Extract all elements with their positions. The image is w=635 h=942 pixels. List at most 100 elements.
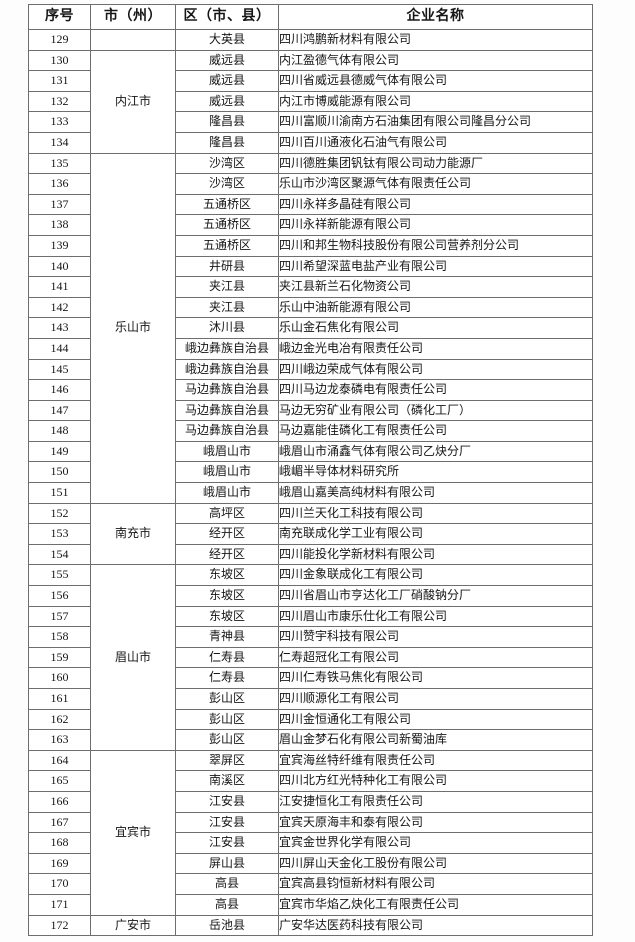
cell-district: 威远县: [175, 49, 279, 72]
table-row: 159 仁寿县 仁寿超冠化工有限公司: [28, 646, 593, 669]
cell-enterprise-name: 江安捷恒化工有限责任公司: [278, 790, 593, 813]
cell-district: 沐川县: [175, 317, 279, 339]
cell-district: 五通桥区: [175, 193, 279, 216]
table-row: 146 马边彝族自治县 四川马边龙泰磷电有限责任公司: [28, 379, 593, 401]
cell-enterprise-name: 内江盈德气体有限公司: [278, 49, 593, 72]
cell-district: 峨眉山市: [175, 440, 279, 463]
cell-district: 威远县: [175, 70, 279, 92]
cell-district: 峨边彝族自治县: [175, 337, 279, 360]
cell-sequence: 142: [28, 296, 91, 319]
table-row: 130 内江市 威远县 内江盈德气体有限公司: [28, 49, 593, 154]
cell-sequence: 155: [28, 564, 91, 587]
cell-sequence: 149: [28, 440, 91, 463]
table-header-row: 序号 市（州） 区（市、县） 企业名称: [28, 4, 593, 30]
cell-sequence: 167: [28, 811, 91, 834]
cell-district: 井研县: [175, 255, 279, 278]
cell-sequence: 162: [28, 708, 91, 731]
cell-sequence: 146: [28, 379, 91, 401]
cell-city: 内江市: [90, 49, 176, 154]
cell-sequence: 157: [28, 605, 91, 628]
table-row: 155 眉山市 东坡区 四川金象联成化工有限公司: [28, 564, 593, 751]
cell-sequence: 134: [28, 131, 91, 154]
cell-city: 南充市: [90, 502, 176, 566]
cell-sequence: 170: [28, 873, 91, 895]
table-row: 157 东坡区 四川眉山市康乐仕化工有限公司: [28, 605, 593, 628]
cell-district: 威远县: [175, 90, 279, 113]
cell-district: 南溪区: [175, 770, 279, 792]
cell-district: 彭山区: [175, 688, 279, 710]
cell-sequence: 130: [28, 49, 91, 72]
table-row: 140 井研县 四川希望深蓝电盐产业有限公司: [28, 255, 593, 278]
cell-district: 马边彝族自治县: [175, 379, 279, 401]
cell-sequence: 166: [28, 790, 91, 813]
cell-enterprise-name: 峨眉山嘉美高纯材料有限公司: [278, 482, 593, 504]
cell-district: 高县: [175, 893, 279, 916]
cell-sequence: 172: [28, 914, 91, 937]
cell-district: 岳池县: [175, 914, 279, 937]
cell-district: 彭山区: [175, 708, 279, 731]
table-row: 147 马边彝族自治县 马边无穷矿业有限公司（磷化工厂）: [28, 399, 593, 422]
cell-enterprise-name: 宜宾金世界化学有限公司: [278, 832, 593, 854]
cell-sequence: 133: [28, 111, 91, 133]
cell-sequence: 169: [28, 852, 91, 875]
cell-district: 夹江县: [175, 296, 279, 319]
cell-district: 青神县: [175, 626, 279, 648]
cell-enterprise-name: 广安华达医药科技有限公司: [278, 914, 593, 937]
cell-district: 东坡区: [175, 585, 279, 607]
enterprise-registry-table-wrapper: 序号 市（州） 区（市、县） 企业名称 129 大英县 四川鸿鹏新材料有限公司 130…: [28, 4, 593, 937]
cell-enterprise-name: 四川兰天化工科技有限公司: [278, 502, 593, 525]
table-row: 129 大英县 四川鸿鹏新材料有限公司: [28, 29, 593, 51]
cell-sequence: 148: [28, 420, 91, 442]
column-header-city: 市（州）: [90, 4, 176, 30]
cell-enterprise-name: 四川和邦生物科技股份有限公司营养剂分公司: [278, 234, 593, 257]
cell-enterprise-name: 四川赞宇科技有限公司: [278, 626, 593, 648]
cell-sequence: 136: [28, 173, 91, 195]
cell-sequence: 152: [28, 502, 91, 525]
cell-enterprise-name: 宜宾高县钧恒新材料有限公司: [278, 873, 593, 895]
cell-district: 江安县: [175, 790, 279, 813]
cell-enterprise-name: 四川马边龙泰磷电有限责任公司: [278, 379, 593, 401]
cell-sequence: 139: [28, 234, 91, 257]
cell-enterprise-name: 四川仁寿铁马焦化有限公司: [278, 667, 593, 689]
cell-enterprise-name: 南充联成化学工业有限公司: [278, 523, 593, 545]
cell-enterprise-name: 四川鸿鹏新材料有限公司: [278, 29, 593, 51]
table-row: 171 高县 宜宾市华焰乙炔化工有限责任公司: [28, 893, 593, 916]
cell-enterprise-name: 宜宾天原海丰和泰有限公司: [278, 811, 593, 834]
cell-district: 峨边彝族自治县: [175, 358, 279, 381]
table-row: 152 南充市 高坪区 四川兰天化工科技有限公司: [28, 502, 593, 566]
cell-district: 江安县: [175, 832, 279, 854]
cell-enterprise-name: 乐山金石焦化有限公司: [278, 317, 593, 339]
cell-enterprise-name: 峨边金光电冶有限责任公司: [278, 337, 593, 360]
cell-enterprise-name: 四川屏山天金化工股份有限公司: [278, 852, 593, 875]
cell-district: 屏山县: [175, 852, 279, 875]
table-row: 137 五通桥区 四川永祥多晶硅有限公司: [28, 193, 593, 216]
table-row: 163 彭山区 眉山金梦石化有限公司新蜀油库: [28, 729, 593, 751]
table-row: 133 隆昌县 四川富顺川渝南方石油集团有限公司隆昌分公司: [28, 111, 593, 133]
table-row: 162 彭山区 四川金恒通化工有限公司: [28, 708, 593, 731]
cell-enterprise-name: 峨嵋半导体材料研究所: [278, 461, 593, 484]
cell-enterprise-name: 四川德胜集团钒钛有限公司动力能源厂: [278, 152, 593, 175]
cell-district: 翠屏区: [175, 749, 279, 772]
cell-sequence: 141: [28, 276, 91, 298]
cell-district: 峨眉山市: [175, 482, 279, 504]
cell-enterprise-name: 马边嘉能佳磷化工有限责任公司: [278, 420, 593, 442]
cell-enterprise-name: 四川峨边荣成气体有限公司: [278, 358, 593, 381]
cell-enterprise-name: 乐山中油新能源有限公司: [278, 296, 593, 319]
cell-enterprise-name: 四川希望深蓝电盐产业有限公司: [278, 255, 593, 278]
column-header-district: 区（市、县）: [175, 4, 279, 30]
table-row: 164 宜宾市 翠屏区 宜宾海丝特纤维有限责任公司: [28, 749, 593, 916]
table-row: 169 屏山县 四川屏山天金化工股份有限公司: [28, 852, 593, 875]
cell-enterprise-name: 峨眉山市涌鑫气体有限公司乙炔分厂: [278, 440, 593, 463]
cell-district: 经开区: [175, 523, 279, 545]
cell-enterprise-name: 四川省眉山市亨达化工厂硝酸钠分厂: [278, 585, 593, 607]
cell-district: 五通桥区: [175, 214, 279, 236]
cell-district: 仁寿县: [175, 667, 279, 689]
cell-sequence: 156: [28, 585, 91, 607]
cell-district: 隆昌县: [175, 131, 279, 154]
cell-city: [90, 29, 176, 51]
cell-sequence: 140: [28, 255, 91, 278]
cell-sequence: 171: [28, 893, 91, 916]
enterprise-registry-table: 序号 市（州） 区（市、县） 企业名称 129 大英县 四川鸿鹏新材料有限公司 130…: [28, 4, 593, 937]
table-row: 138 五通桥区 四川永祥新能源有限公司: [28, 214, 593, 236]
table-row: 135 乐山市 沙湾区 四川德胜集团钒钛有限公司动力能源厂: [28, 152, 593, 504]
